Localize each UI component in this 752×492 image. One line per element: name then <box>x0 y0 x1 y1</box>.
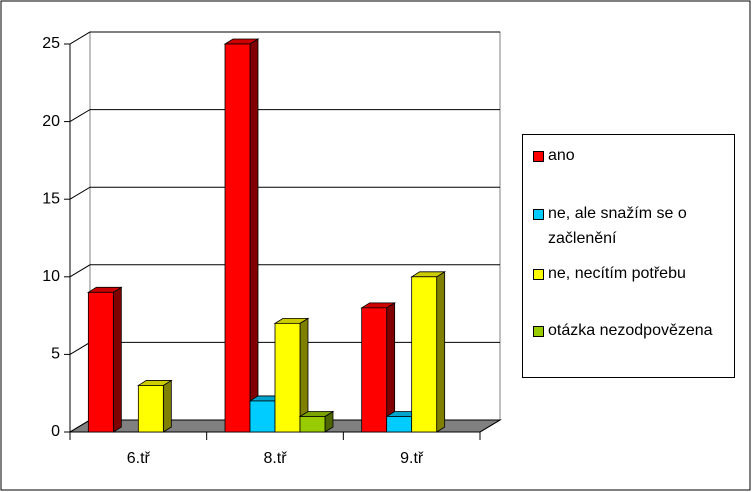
x-tick-label: 9.tř <box>400 450 424 467</box>
legend-label: otázka nezodpovězena <box>548 322 713 339</box>
bar <box>361 307 388 433</box>
y-tick-label: 20 <box>42 113 60 130</box>
bar <box>386 416 413 433</box>
bar-side <box>436 271 446 433</box>
legend-label: ne, ale snažím se o začlenění <box>548 205 687 247</box>
legend-swatch <box>533 326 544 337</box>
legend-item: otázka nezodpovězena <box>533 318 733 343</box>
legend-swatch <box>533 269 544 280</box>
y-tick-label: 10 <box>42 268 60 285</box>
grid-line <box>69 109 500 123</box>
legend-label: ano <box>548 147 575 164</box>
bar <box>249 400 276 433</box>
bar <box>411 276 438 433</box>
legend: ano ne, ale snažím se o začlenění ne, necí… <box>522 134 735 378</box>
legend-swatch <box>533 151 544 162</box>
x-tick-label: 6.tř <box>127 450 151 467</box>
bar <box>87 291 114 433</box>
x-axis-depth <box>479 419 501 433</box>
y-tick-label: 0 <box>51 423 60 440</box>
bar-side <box>112 286 122 433</box>
legend-item: ano <box>533 143 733 168</box>
bar-side <box>249 38 259 433</box>
y-tick-label: 15 <box>42 190 60 207</box>
grid-line <box>69 186 500 200</box>
bar <box>274 322 301 433</box>
legend-label: ne, necítím potřebu <box>548 265 686 282</box>
grid-line <box>69 31 500 45</box>
grid-line <box>69 264 500 278</box>
x-tick-label: 8.tř <box>263 450 287 467</box>
legend-swatch <box>533 209 544 220</box>
bar <box>299 416 326 433</box>
side-wall <box>69 31 91 433</box>
bar <box>224 43 251 433</box>
y-tick-label: 5 <box>51 346 60 363</box>
bar-side <box>162 379 172 433</box>
y-tick-label: 25 <box>42 35 60 52</box>
legend-item: ne, ale snažím se o začlenění <box>533 201 733 251</box>
legend-item: ne, necítím potřebu <box>533 261 733 286</box>
bar <box>137 385 164 433</box>
